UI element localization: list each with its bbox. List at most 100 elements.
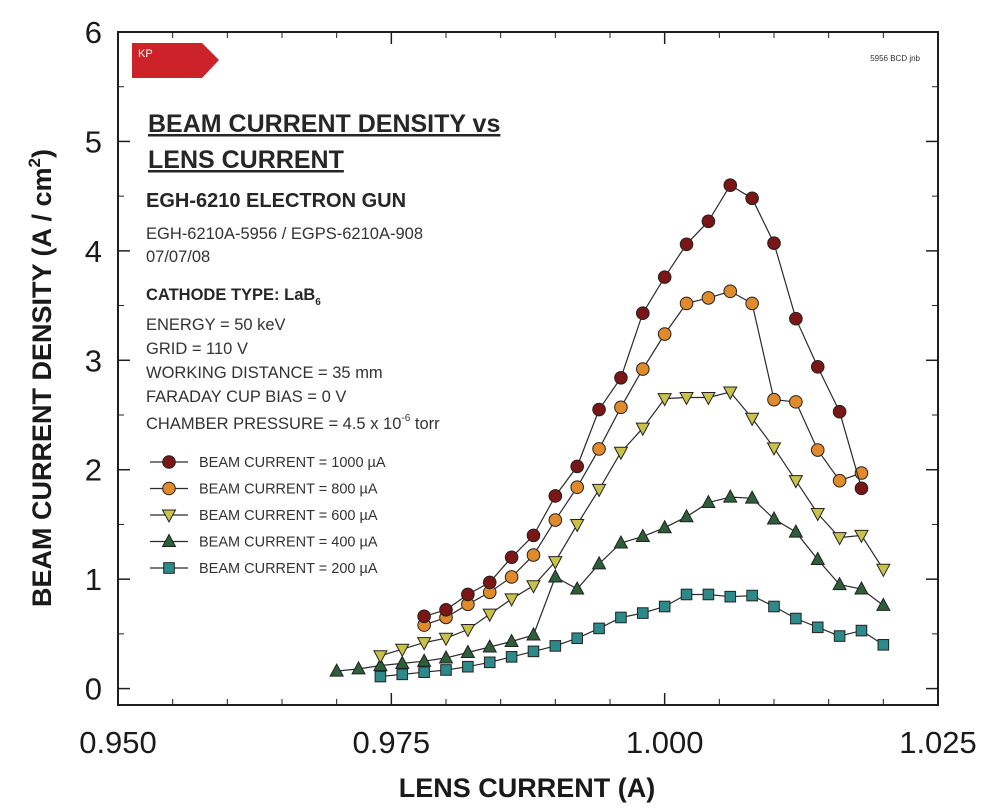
data-point xyxy=(504,633,519,648)
data-point xyxy=(766,510,782,525)
data-point xyxy=(548,513,563,527)
data-point xyxy=(788,475,804,489)
data-point xyxy=(657,519,673,534)
data-point xyxy=(614,400,628,415)
data-point xyxy=(527,645,540,658)
working-distance-value: WORKING DISTANCE = 35 mm xyxy=(146,364,383,382)
y-axis-title-sup: 2 xyxy=(25,158,44,167)
data-point xyxy=(548,489,563,503)
data-point xyxy=(482,608,498,623)
data-point xyxy=(810,551,826,565)
model-numbers: EGH-6210A-5956 / EGPS-6210A-908 xyxy=(146,225,423,243)
data-point xyxy=(722,489,738,503)
data-point xyxy=(440,664,452,676)
data-point xyxy=(745,296,759,311)
chamber-pressure-main: CHAMBER PRESSURE = 4.5 x 10 xyxy=(146,415,401,433)
data-point xyxy=(724,590,737,603)
data-point xyxy=(635,528,651,542)
gun-name: EGH-6210 ELECTRON GUN xyxy=(146,190,406,212)
data-point xyxy=(591,555,607,570)
data-point xyxy=(877,639,890,651)
data-point xyxy=(374,670,387,683)
data-point xyxy=(614,371,628,385)
data-point xyxy=(416,653,432,667)
data-point xyxy=(854,529,869,544)
data-point xyxy=(570,459,585,474)
figure-title-line1: BEAM CURRENT DENSITY vs xyxy=(148,110,500,138)
data-point xyxy=(636,306,650,321)
data-point xyxy=(832,532,847,546)
data-point xyxy=(746,589,758,602)
data-point xyxy=(744,490,760,504)
data-point xyxy=(482,575,497,590)
data-point xyxy=(613,534,629,549)
data-point xyxy=(462,660,474,673)
chamber-pressure-exp: -6 xyxy=(401,413,410,424)
figure-title-line2: LENS CURRENT xyxy=(148,146,344,174)
data-point xyxy=(657,327,672,341)
data-point xyxy=(460,644,476,658)
chamber-pressure-unit: torr xyxy=(410,415,440,433)
x-tick-label: 1.025 xyxy=(899,725,977,760)
data-point xyxy=(504,550,519,565)
data-point xyxy=(547,556,563,570)
y-tick-label: 4 xyxy=(85,234,102,269)
data-point xyxy=(438,632,454,647)
data-point xyxy=(854,481,869,496)
legend-marker xyxy=(162,455,176,469)
x-axis-title: LENS CURRENT (A) xyxy=(399,773,656,803)
energy-value: ENERGY = 50 keV xyxy=(146,316,286,334)
data-point xyxy=(722,386,738,401)
data-point xyxy=(680,588,693,601)
data-point xyxy=(329,663,345,677)
chamber-pressure-value: CHAMBER PRESSURE = 4.5 x 10-6 torr xyxy=(146,413,440,433)
x-tick-label: 1.000 xyxy=(626,725,704,760)
data-point xyxy=(593,622,605,635)
data-point xyxy=(875,563,891,578)
data-point xyxy=(504,570,519,584)
data-point xyxy=(418,666,430,678)
data-point xyxy=(875,597,891,611)
data-point xyxy=(679,237,694,252)
data-point xyxy=(526,528,541,543)
legend-label: BEAM CURRENT = 400 µA xyxy=(199,535,378,551)
data-point xyxy=(615,611,627,624)
data-point xyxy=(657,270,672,284)
legend-label: BEAM CURRENT = 200 µA xyxy=(199,561,378,577)
data-point xyxy=(505,651,518,663)
data-point xyxy=(701,214,716,229)
data-point xyxy=(657,393,673,407)
legend-marker xyxy=(161,533,177,547)
data-point xyxy=(744,412,760,427)
data-point xyxy=(592,442,606,456)
data-point xyxy=(396,668,409,681)
data-point xyxy=(701,291,716,305)
cathode-type-sub: 6 xyxy=(315,297,321,308)
data-point xyxy=(832,404,847,419)
data-point xyxy=(569,580,585,595)
y-tick-label: 6 xyxy=(85,15,102,50)
data-point xyxy=(439,602,453,617)
axis-ticks xyxy=(117,31,939,705)
data-point xyxy=(832,576,847,591)
data-point xyxy=(679,296,694,311)
data-point xyxy=(701,391,716,406)
x-tick-labels: 0.950 0.975 1.000 1.025 xyxy=(79,725,977,760)
legend-marker xyxy=(162,481,176,496)
data-point xyxy=(416,637,432,651)
data-point xyxy=(658,600,671,613)
y-tick-label: 5 xyxy=(85,124,102,159)
data-point xyxy=(460,623,476,638)
data-point xyxy=(351,660,366,675)
y-axis-title: BEAM CURRENT DENSITY (A / cm2) xyxy=(25,149,57,607)
data-point xyxy=(613,446,629,461)
legend-marker xyxy=(161,509,177,524)
legend-label: BEAM CURRENT = 800 µA xyxy=(199,482,378,498)
kp-badge-label: KP xyxy=(138,48,153,60)
data-point xyxy=(394,643,410,658)
data-point xyxy=(790,612,802,625)
y-tick-label: 3 xyxy=(85,343,102,378)
data-point xyxy=(636,362,650,376)
data-point xyxy=(679,391,694,406)
data-point xyxy=(592,402,606,417)
